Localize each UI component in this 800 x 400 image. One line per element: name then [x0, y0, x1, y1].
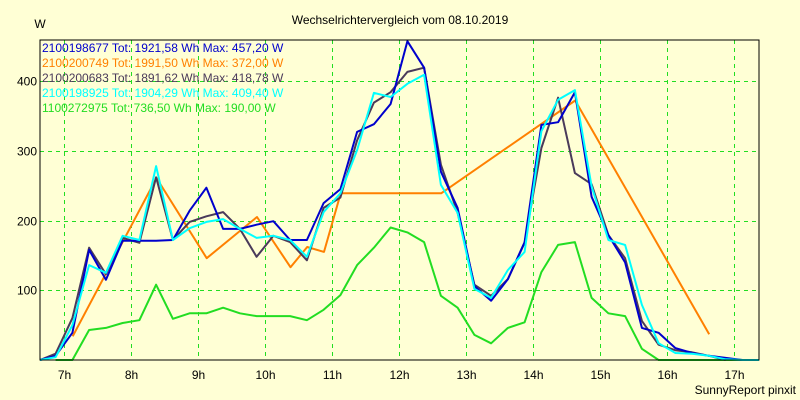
axis-ticks: 7h 8h 9h 10h 11h 12h 13h 14h 15h 16h 17h 100 200 300 4… [17, 75, 745, 383]
y-tick-label: 300 [17, 145, 37, 159]
x-tick-label: 7h [58, 368, 71, 382]
plot-frame [39, 39, 760, 361]
legend-entry: 2100200683 Tot: 1891,62 Wh Max: 418,78 W [42, 71, 284, 85]
y-tick-label: 200 [17, 215, 37, 229]
footer-credit: SunnyReport pinxit [695, 383, 797, 397]
x-tick-label: 17h [724, 368, 744, 382]
legend-entry: 1100272975 Tot: 736,50 Wh Max: 190,00 W [42, 101, 276, 115]
series-line [39, 73, 759, 361]
x-tick-label: 10h [255, 368, 275, 382]
legend-entry: 2100200749 Tot: 1991,50 Wh Max: 372,00 W [42, 56, 284, 70]
x-tick-label: 8h [125, 368, 138, 382]
x-tick-label: 15h [590, 368, 610, 382]
series-2100200749 [71, 99, 711, 337]
y-tick-label: 400 [17, 75, 37, 89]
legend: 2100198677 Tot: 1921,58 Wh Max: 457,20 W… [42, 41, 284, 115]
x-tick-label: 16h [657, 368, 677, 382]
y-axis-label: W [34, 17, 46, 31]
legend-entry: 2100198677 Tot: 1921,58 Wh Max: 457,20 W [42, 41, 284, 55]
y-tick-label: 100 [17, 284, 37, 298]
x-tick-label: 9h [192, 368, 205, 382]
series-line [55, 226, 743, 361]
series-lines [39, 40, 760, 361]
x-tick-label: 14h [523, 368, 543, 382]
x-tick-label: 11h [323, 368, 342, 382]
legend-entry: 2100198925 Tot: 1904,29 Wh Max: 409,40 W [42, 86, 284, 100]
x-tick-label: 13h [456, 368, 476, 382]
grid-lines [40, 40, 759, 360]
x-tick-label: 12h [389, 368, 409, 382]
chart-title: Wechselrichtervergleich vom 08.10.2019 [292, 13, 509, 27]
